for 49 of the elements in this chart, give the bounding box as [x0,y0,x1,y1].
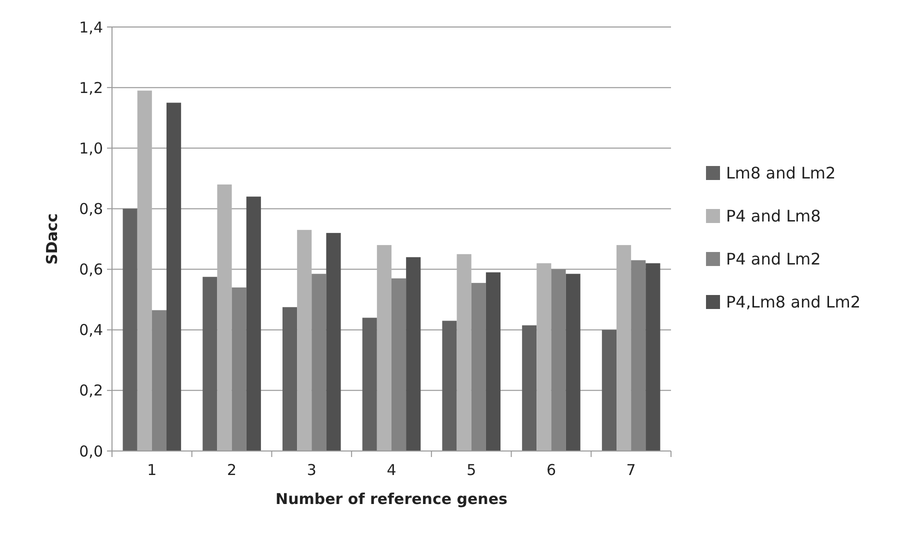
bar [202,276,218,451]
y-tick-label: 1,4 [79,18,103,36]
y-tick-label: 0,6 [79,260,103,279]
y-tick-label: 0,8 [79,200,103,218]
bar [122,208,138,451]
x-tick-label: 4 [386,461,396,479]
y-tick-label: 1,2 [79,78,103,97]
x-tick-label: 5 [466,461,476,479]
bar [392,278,406,451]
y-tick-label: 0,0 [79,442,103,460]
legend-label: Lm8 and Lm2 [726,164,836,183]
bar [217,184,232,451]
bar [312,274,326,451]
x-tick-label: 1 [147,461,157,479]
bar [246,196,261,451]
bar [362,318,377,451]
bar [616,245,632,451]
bar [551,269,566,451]
bar [522,325,537,451]
bar [456,254,472,451]
bar [282,307,298,451]
y-tick-label: 0,2 [79,382,103,400]
y-axis-title: SDacc [43,213,61,265]
x-tick-label: 3 [306,461,316,479]
bar [376,245,392,451]
legend-label: P4 and Lm8 [726,206,821,226]
y-tick-label: 0,4 [79,321,103,340]
bar [566,274,580,451]
bar [166,102,182,451]
bar [602,330,616,451]
bar [442,320,457,451]
bar [486,272,501,451]
bar [232,287,246,451]
bar [137,90,152,451]
x-axis-title: Number of reference genes [276,490,508,508]
x-tick-label: 2 [227,461,237,479]
bar [406,257,421,451]
x-tick-label: 6 [546,461,556,479]
bar [646,263,660,451]
bar [471,282,486,451]
y-tick-label: 1,0 [79,139,103,158]
bar [297,230,312,451]
legend-label: P4 and Lm2 [726,250,821,269]
bar [326,232,341,451]
bar [152,310,167,451]
x-tick-label: 7 [626,461,636,479]
bar [631,260,646,451]
legend-label: P4,Lm8 and Lm2 [726,292,861,312]
bar [536,263,552,451]
